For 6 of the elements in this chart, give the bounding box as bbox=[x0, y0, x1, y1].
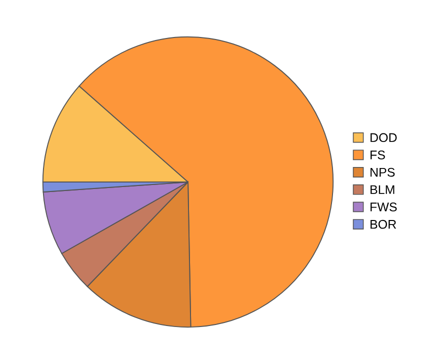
legend-label: DOD bbox=[370, 133, 397, 142]
legend-label: NPS bbox=[370, 168, 395, 177]
legend-label: BLM bbox=[370, 185, 394, 194]
legend-label: BOR bbox=[370, 220, 396, 229]
legend-label: FWS bbox=[370, 202, 397, 212]
legend-label: FS bbox=[370, 150, 385, 160]
